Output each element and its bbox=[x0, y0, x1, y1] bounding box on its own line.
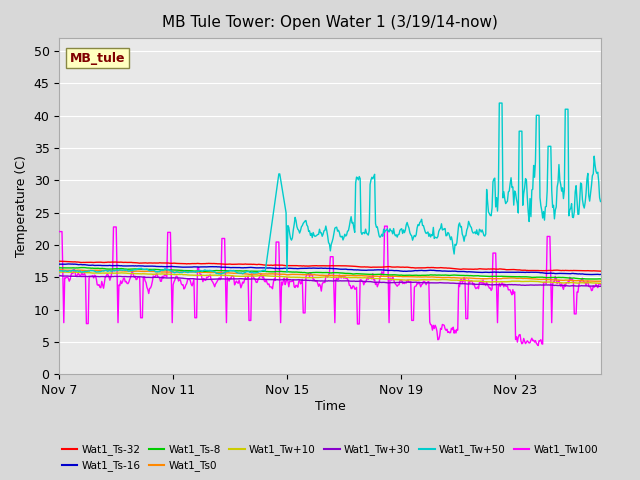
Wat1_Ts-8 bbox=[80, 265, 88, 271]
Wat1_Ts-8 bbox=[418, 273, 426, 278]
Wat1_Ts-8 bbox=[596, 276, 604, 282]
Wat1_Tw+50 bbox=[56, 268, 63, 274]
Wat1_Ts-8 bbox=[56, 265, 63, 271]
Wat1_Tw100 bbox=[56, 228, 63, 234]
Wat1_Tw100 bbox=[151, 275, 159, 280]
Wat1_Tw+50 bbox=[151, 268, 159, 274]
Wat1_Tw+50 bbox=[301, 218, 309, 224]
Wat1_Ts-16 bbox=[195, 264, 203, 270]
Wat1_Ts-16 bbox=[375, 267, 383, 273]
Wat1_Tw100 bbox=[534, 343, 542, 348]
Wat1_Tw+30 bbox=[464, 281, 472, 287]
Wat1_Ts-16 bbox=[464, 269, 472, 275]
Text: MB_tule: MB_tule bbox=[70, 52, 125, 65]
Wat1_Tw+50 bbox=[418, 216, 426, 222]
Line: Wat1_Tw+30: Wat1_Tw+30 bbox=[60, 276, 600, 287]
Wat1_Tw100 bbox=[464, 316, 472, 322]
Wat1_Tw+30 bbox=[56, 273, 63, 278]
Wat1_Tw+10 bbox=[301, 275, 309, 280]
Wat1_Tw+50 bbox=[217, 271, 225, 277]
X-axis label: Time: Time bbox=[314, 400, 345, 413]
Wat1_Tw+30 bbox=[418, 280, 426, 286]
Wat1_Ts-8 bbox=[301, 270, 309, 276]
Wat1_Tw100 bbox=[418, 282, 426, 288]
Y-axis label: Temperature (C): Temperature (C) bbox=[15, 156, 28, 257]
Wat1_Tw+30 bbox=[56, 273, 64, 278]
Wat1_Ts-16 bbox=[418, 267, 426, 273]
Wat1_Ts0 bbox=[417, 274, 424, 280]
Wat1_Tw100 bbox=[374, 281, 382, 287]
Wat1_Ts-32 bbox=[195, 261, 202, 266]
Wat1_Ts-8 bbox=[152, 266, 160, 272]
Wat1_Ts-8 bbox=[375, 272, 383, 277]
Wat1_Ts0 bbox=[589, 278, 597, 284]
Wat1_Ts-16 bbox=[588, 272, 595, 277]
Wat1_Tw+10 bbox=[56, 269, 63, 275]
Wat1_Tw100 bbox=[381, 223, 388, 229]
Wat1_Ts-32 bbox=[374, 264, 382, 270]
Line: Wat1_Tw+10: Wat1_Tw+10 bbox=[60, 272, 600, 283]
Wat1_Ts-32 bbox=[596, 268, 604, 274]
Legend: Wat1_Ts-32, Wat1_Ts-16, Wat1_Ts-8, Wat1_Ts0, Wat1_Tw+10, Wat1_Tw+30, Wat1_Tw+50,: Wat1_Ts-32, Wat1_Ts-16, Wat1_Ts-8, Wat1_… bbox=[58, 440, 602, 476]
Wat1_Ts0 bbox=[300, 272, 308, 277]
Wat1_Ts0 bbox=[374, 274, 382, 279]
Wat1_Ts-16 bbox=[65, 261, 72, 267]
Wat1_Tw+10 bbox=[152, 271, 160, 277]
Wat1_Tw+50 bbox=[495, 100, 503, 106]
Wat1_Tw+10 bbox=[596, 280, 604, 286]
Wat1_Ts0 bbox=[151, 269, 159, 275]
Wat1_Tw100 bbox=[596, 282, 604, 288]
Wat1_Ts-16 bbox=[152, 264, 160, 269]
Wat1_Ts-32 bbox=[151, 260, 159, 266]
Wat1_Ts-32 bbox=[56, 258, 63, 264]
Wat1_Tw100 bbox=[300, 310, 308, 316]
Wat1_Tw+30 bbox=[596, 284, 604, 289]
Line: Wat1_Ts-16: Wat1_Ts-16 bbox=[60, 264, 600, 275]
Wat1_Ts0 bbox=[195, 269, 202, 275]
Wat1_Ts-32 bbox=[463, 266, 470, 272]
Wat1_Tw+50 bbox=[464, 225, 472, 230]
Wat1_Tw+10 bbox=[62, 269, 70, 275]
Wat1_Ts0 bbox=[56, 267, 63, 273]
Wat1_Ts0 bbox=[596, 278, 604, 284]
Wat1_Ts-8 bbox=[195, 268, 203, 274]
Wat1_Ts-16 bbox=[596, 272, 604, 277]
Wat1_Tw+30 bbox=[375, 279, 383, 285]
Wat1_Tw+50 bbox=[195, 268, 202, 274]
Wat1_Tw+50 bbox=[375, 233, 383, 239]
Wat1_Tw+30 bbox=[152, 275, 160, 280]
Wat1_Tw+50 bbox=[596, 199, 604, 204]
Line: Wat1_Ts-32: Wat1_Ts-32 bbox=[60, 261, 600, 271]
Line: Wat1_Tw100: Wat1_Tw100 bbox=[60, 226, 600, 346]
Wat1_Tw+10 bbox=[464, 278, 472, 284]
Wat1_Ts0 bbox=[463, 275, 470, 281]
Line: Wat1_Ts0: Wat1_Ts0 bbox=[60, 270, 600, 281]
Wat1_Tw100 bbox=[195, 264, 202, 270]
Wat1_Ts-8 bbox=[464, 273, 472, 278]
Wat1_Ts-16 bbox=[301, 265, 309, 271]
Line: Wat1_Tw+50: Wat1_Tw+50 bbox=[60, 103, 600, 274]
Wat1_Tw+10 bbox=[195, 273, 203, 278]
Wat1_Tw+30 bbox=[596, 283, 604, 289]
Wat1_Ts-32 bbox=[417, 265, 424, 271]
Wat1_Tw+10 bbox=[418, 277, 426, 283]
Wat1_Tw+10 bbox=[375, 276, 383, 282]
Wat1_Tw+30 bbox=[301, 277, 309, 283]
Wat1_Tw+30 bbox=[195, 276, 203, 282]
Wat1_Ts-16 bbox=[56, 261, 63, 267]
Wat1_Ts-8 bbox=[588, 276, 595, 282]
Title: MB Tule Tower: Open Water 1 (3/19/14-now): MB Tule Tower: Open Water 1 (3/19/14-now… bbox=[162, 15, 498, 30]
Line: Wat1_Ts-8: Wat1_Ts-8 bbox=[60, 268, 600, 279]
Wat1_Ts-32 bbox=[300, 263, 308, 269]
